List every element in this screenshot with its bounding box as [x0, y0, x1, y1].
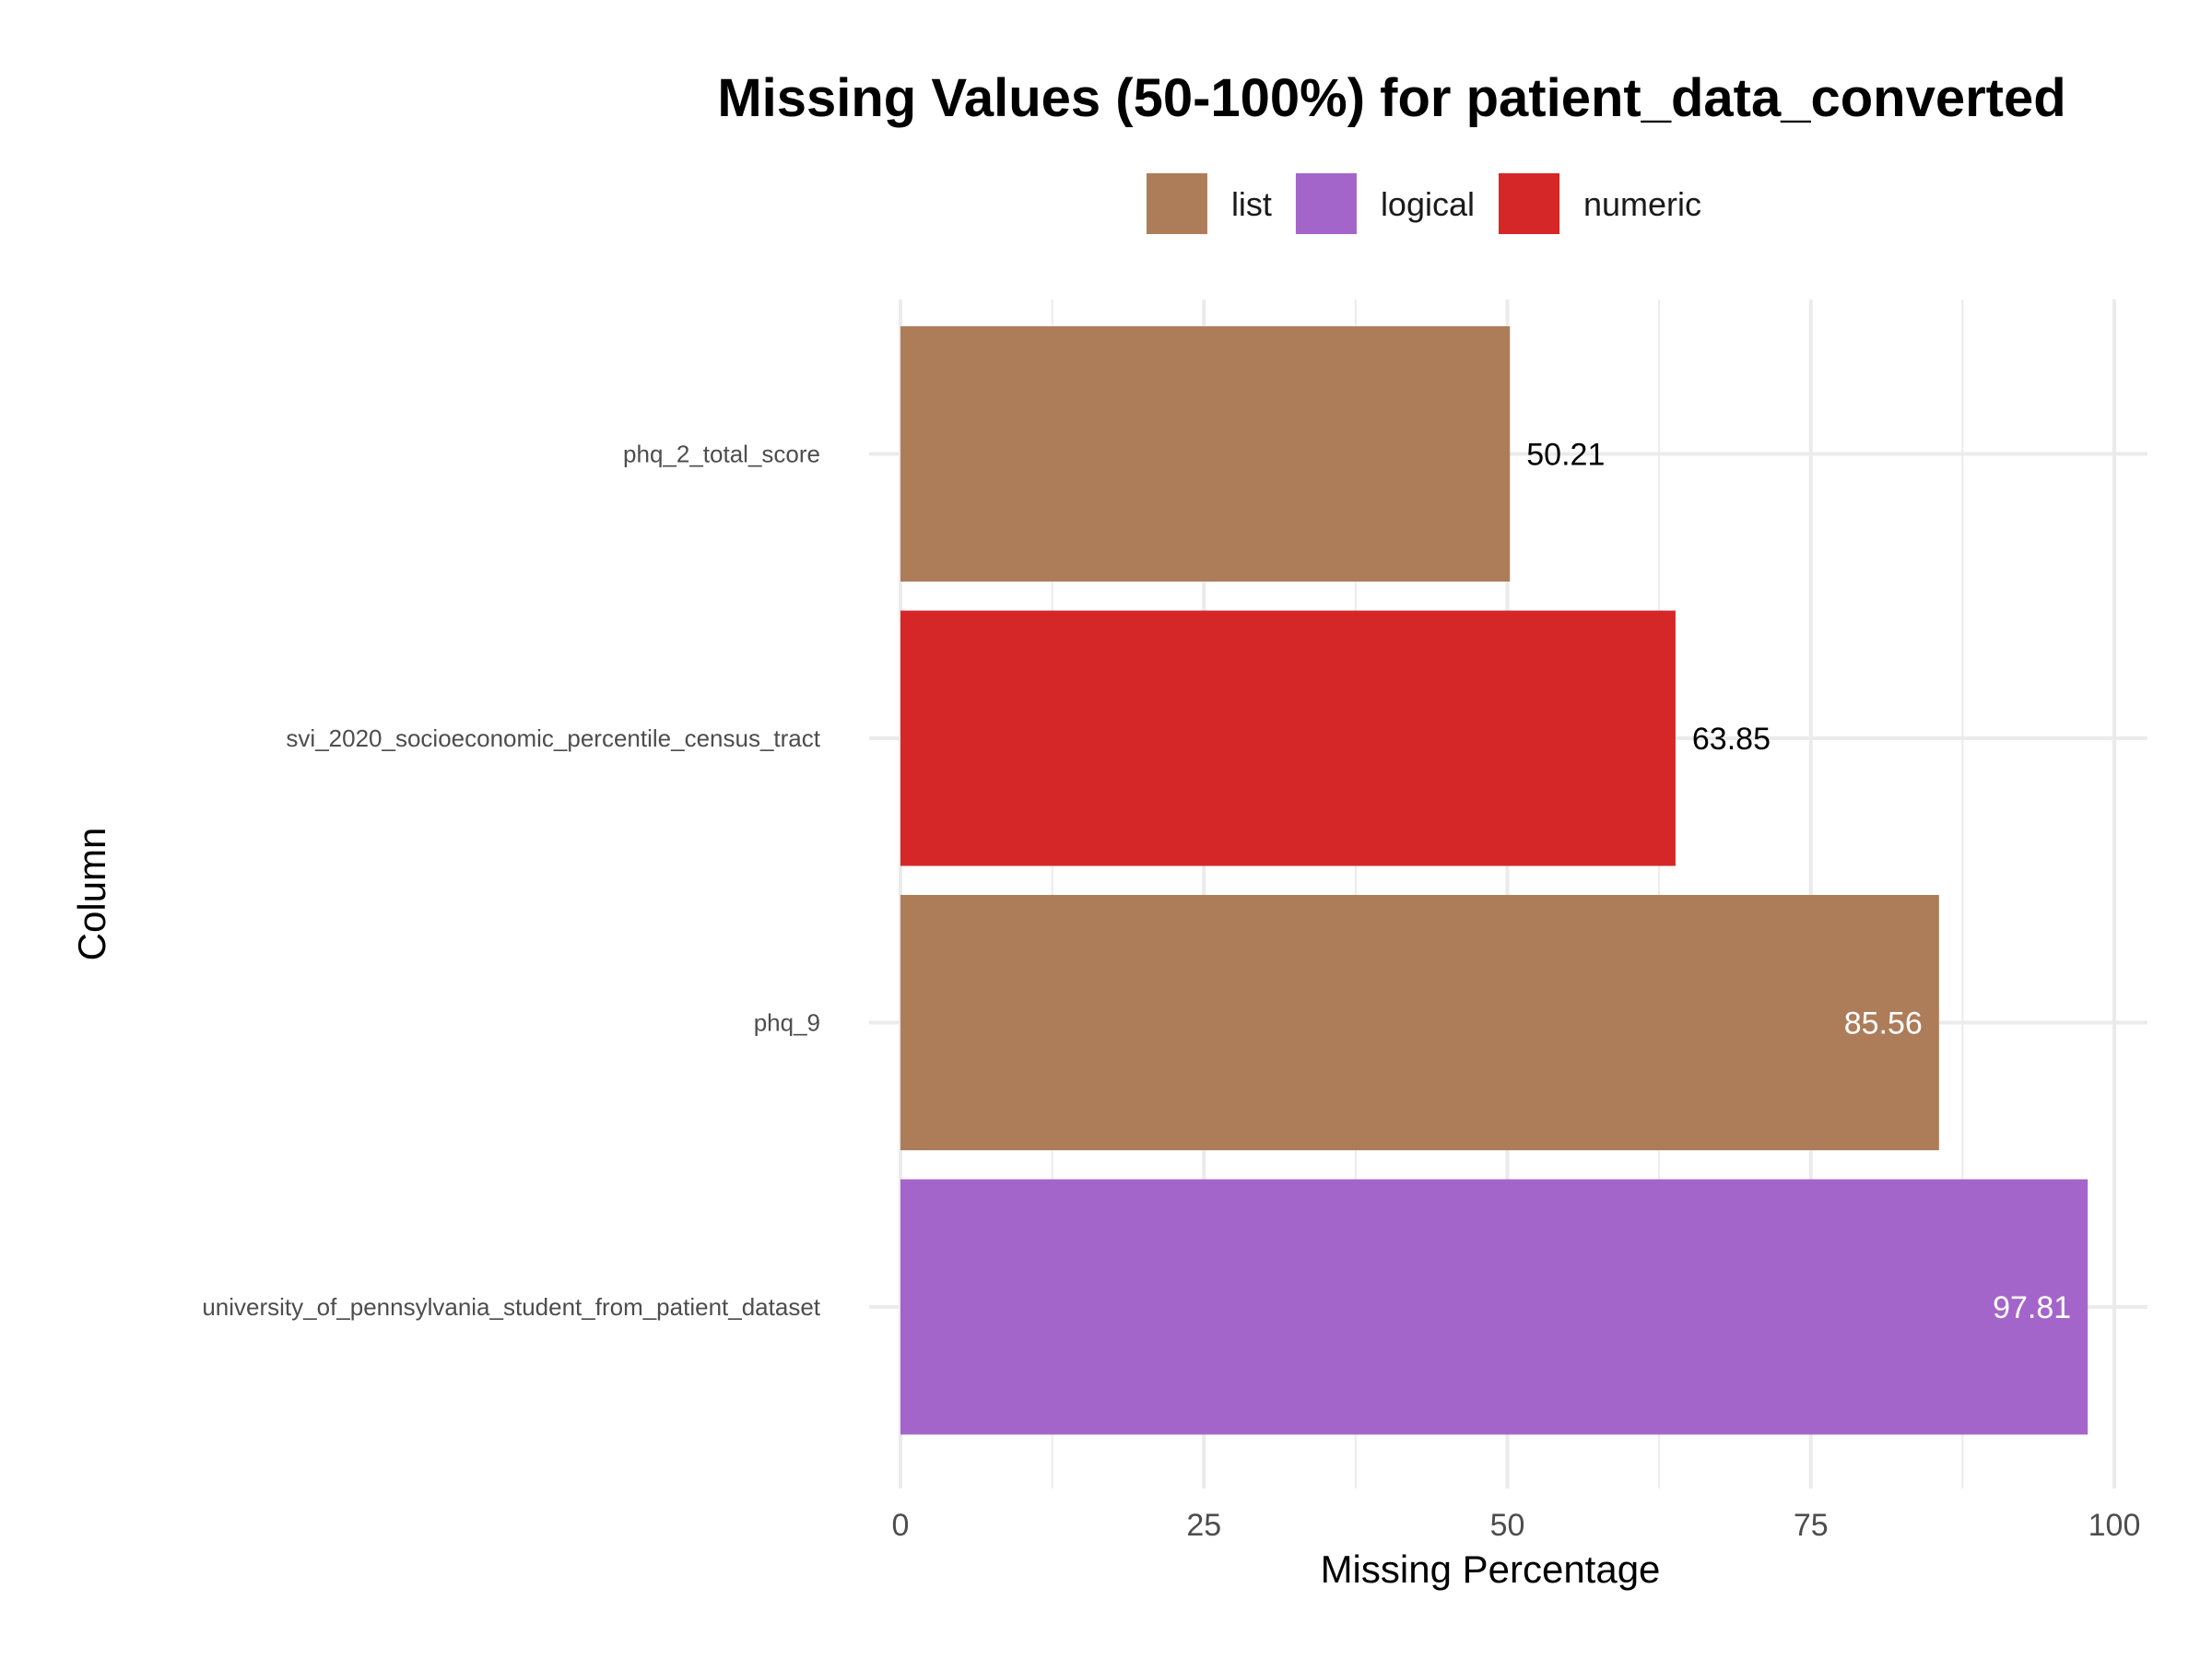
data-labels: 50.21 63.85 85.56 97.81	[1526, 438, 2071, 1326]
x-axis-title: Missing Percentage	[1321, 1547, 1661, 1591]
legend-label: numeric	[1583, 185, 1701, 223]
bar	[900, 326, 1511, 582]
bar	[900, 895, 1939, 1150]
data-label: 97.81	[1993, 1290, 2071, 1325]
y-axis-title: Column	[70, 828, 113, 961]
x-tick-label: 50	[1490, 1508, 1525, 1543]
x-tick-label: 100	[2088, 1508, 2141, 1543]
data-label: 63.85	[1692, 722, 1771, 757]
y-tick-label: phq_9	[754, 1009, 820, 1037]
x-tick-label: 25	[1186, 1508, 1221, 1543]
legend-swatch	[1146, 173, 1207, 234]
legend-swatch	[1499, 173, 1560, 234]
y-tick-label: phq_2_total_score	[623, 441, 820, 468]
x-tick-labels: 0 25 50 75 100	[892, 1508, 2141, 1543]
legend-swatch	[1295, 173, 1357, 234]
y-tick-label: university_of_pennsylvania_student_from_…	[202, 1293, 820, 1321]
legend-label: logical	[1381, 185, 1475, 223]
legend: list logical numeric	[1146, 173, 1701, 234]
bar	[900, 1179, 2088, 1435]
y-tick-label: svi_2020_socioeconomic_percentile_census…	[286, 724, 820, 752]
bar	[900, 610, 1676, 866]
x-tick-label: 0	[892, 1508, 910, 1543]
chart-title: Missing Values (50-100%) for patient_dat…	[717, 68, 2065, 128]
y-tick-labels: phq_2_total_score svi_2020_socioeconomic_…	[202, 441, 820, 1322]
x-tick-label: 75	[1794, 1508, 1829, 1543]
legend-label: list	[1231, 185, 1272, 223]
data-label: 85.56	[1844, 1006, 1923, 1041]
data-label: 50.21	[1526, 438, 1605, 473]
bars	[900, 326, 2088, 1435]
